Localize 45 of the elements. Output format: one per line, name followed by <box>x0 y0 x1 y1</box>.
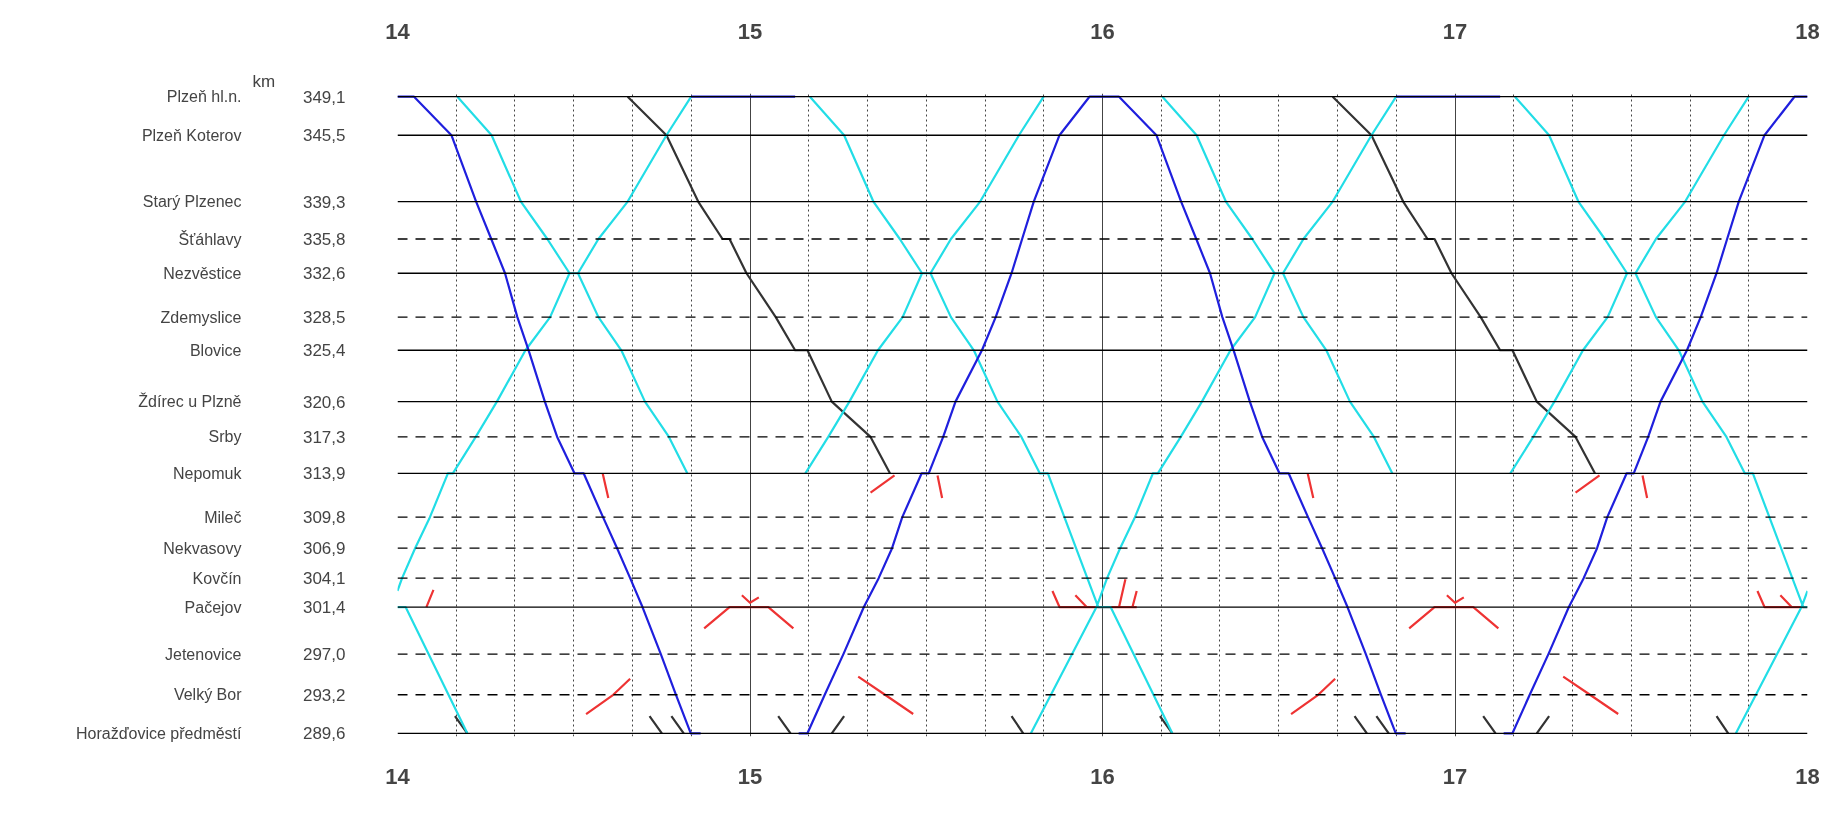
y-tick-label: 332,6 <box>302 264 346 284</box>
y-tick-label: 339,3 <box>302 192 346 212</box>
text: Blovice <box>189 341 242 359</box>
text: Pačejov <box>184 598 242 616</box>
y-tick-label: 293,2 <box>302 685 346 705</box>
x2-tick-label: 15 <box>737 18 763 44</box>
text: Nezvěstice <box>163 264 242 282</box>
y-tick-label: 304,1 <box>302 569 346 589</box>
y-tick-label: 335,8 <box>302 230 346 249</box>
text: Starý Plzenec <box>142 193 242 211</box>
x-tick-label: 14 <box>385 763 411 789</box>
x2-tick-label: 18 <box>1795 18 1820 44</box>
y-tick-label: 328,5 <box>302 308 346 328</box>
text: Kovčín <box>192 569 242 587</box>
y-tick-label: 317,3 <box>302 427 346 447</box>
y-tick-label: 289,6 <box>302 724 346 744</box>
y-axis-title: km <box>252 71 276 91</box>
y-tick-label: 349,1 <box>302 87 346 107</box>
text: Jetenovice <box>165 645 242 663</box>
x-tick-label: 16 <box>1090 763 1115 789</box>
y-tick-label: 325,4 <box>302 341 346 361</box>
y-tick-label: 306,9 <box>302 539 346 559</box>
text: Plzeň Koterov <box>141 126 242 144</box>
y-tick-label: 309,8 <box>302 508 346 528</box>
text: Ždírec u Plzně <box>138 392 242 411</box>
x2-tick-label: 17 <box>1442 18 1468 44</box>
x-tick-label: 18 <box>1795 763 1820 789</box>
x-tick-label: 15 <box>737 763 763 789</box>
y-tick-label: 297,0 <box>302 645 346 665</box>
x-tick-label: 17 <box>1442 763 1468 789</box>
text: Plzeň hl.n. <box>166 88 242 106</box>
y-tick-label: 313,9 <box>302 464 346 484</box>
y-tick-label: 320,6 <box>302 392 346 412</box>
text: Horažďovice předměstí <box>76 724 243 742</box>
text: Zdemyslice <box>160 308 242 326</box>
text: Šťáhlavy <box>178 229 242 248</box>
x2-tick-label: 14 <box>385 18 411 44</box>
y-tick-label: 345,5 <box>302 126 346 146</box>
y-tick-label: 301,4 <box>302 598 346 618</box>
text: Srby <box>208 428 242 446</box>
text: Velký Bor <box>173 686 243 704</box>
text: Mileč <box>204 508 242 526</box>
x2-tick-label: 16 <box>1090 18 1115 44</box>
text: Nekvasovy <box>163 539 242 557</box>
text: Nepomuk <box>173 464 243 482</box>
